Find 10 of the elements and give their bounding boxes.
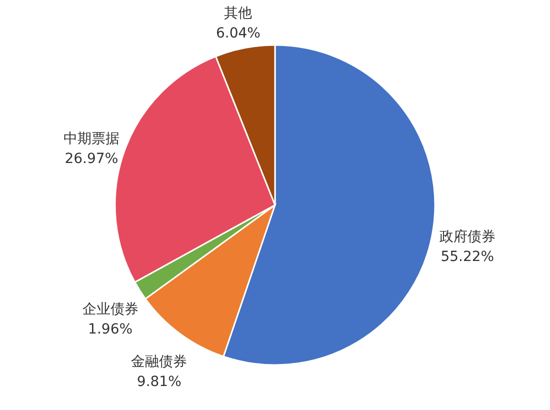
slice-label: 政府债券 <box>439 228 496 245</box>
data-label: 55.22% <box>440 248 494 265</box>
data-label: 6.04% <box>216 26 260 42</box>
slice-label: 企业债券 <box>82 301 138 318</box>
slice-label: 金融债券 <box>131 354 188 370</box>
slice-label: 其他 <box>224 6 252 22</box>
data-label: 26.97% <box>64 151 118 168</box>
data-label: 9.81% <box>136 374 182 390</box>
data-label: 1.96% <box>88 321 133 338</box>
slice-label: 中期票据 <box>63 131 120 148</box>
